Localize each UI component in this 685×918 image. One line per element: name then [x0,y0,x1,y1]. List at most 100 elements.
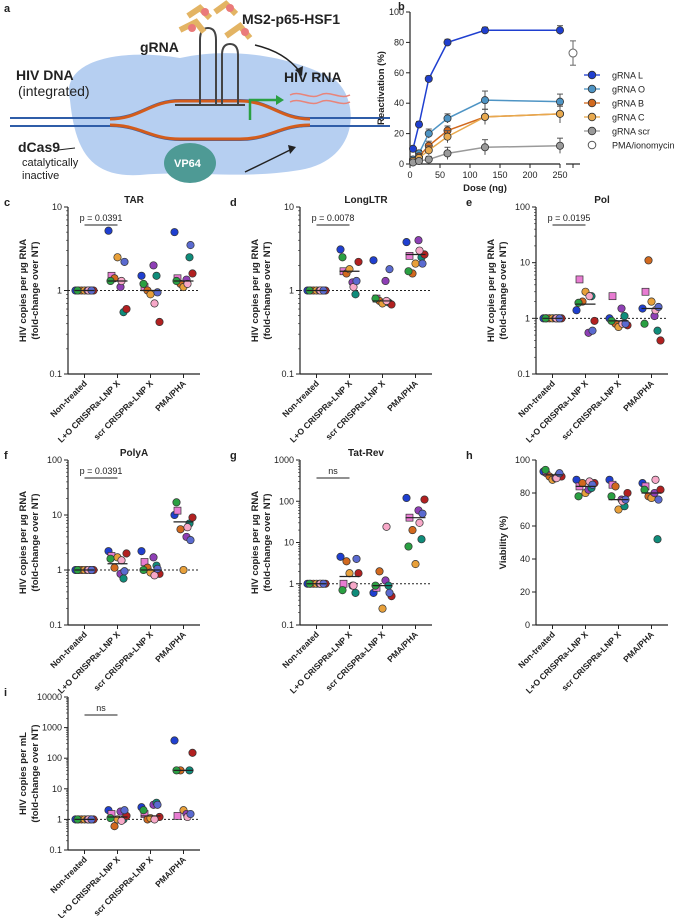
panel-a-letter: a [4,3,11,15]
x-tick-label: scr CRISPRa-LNP X [559,629,623,693]
data-point [150,299,159,308]
dcas9-label: dCas9 [18,139,60,155]
group-0 [303,579,330,588]
legend-marker [587,140,597,150]
data-point [345,569,354,578]
data-point [415,246,424,255]
y-axis-label-2: (fold-change over NT) [30,241,41,339]
data-point [556,97,565,106]
data-point [354,257,363,266]
data-point [644,256,653,265]
y-tick-label: 0.1 [49,620,62,630]
hiv-dna-label: HIV DNA [16,67,74,83]
group-1 [104,547,131,583]
ms2-arrow [254,44,301,73]
data-point [139,806,148,815]
data-point [641,287,650,296]
data-point [418,259,427,268]
y-tick-label: 10 [52,784,62,794]
y-axis-label: Reactivation (%) [376,51,387,125]
group-2 [369,256,396,309]
x-axis-label: Dose (ng) [463,183,507,194]
data-point [405,251,414,260]
y-tick-label: 1000 [274,455,294,465]
hiv-rna-strands [289,92,351,105]
data-point [179,565,188,575]
data-point [106,814,115,823]
data-point [556,141,565,150]
data-point [385,265,394,274]
panel-f-chart: f PolyA 0.1 1 10 100 HIV copies per µg RNA (fol… [4,448,200,696]
grna-label: gRNA [140,39,179,55]
data-point [404,542,413,551]
data-point [104,226,113,235]
x-tick-label: PMA/PHA [153,629,188,664]
y-tick-label: 60 [520,521,530,531]
data-point [188,748,197,757]
inactive-label: inactive [22,170,59,182]
data-point [122,549,131,558]
hiv-rna-label: HIV RNA [284,69,342,85]
y-tick-label: 20 [520,587,530,597]
data-point [351,588,360,597]
data-point [173,812,182,820]
data-point [654,495,663,504]
group-1 [336,552,363,597]
data-point [185,253,194,262]
legend-label-L: gRNA L [612,71,643,81]
panel-h-letter: h [466,450,473,462]
data-point [656,336,665,345]
data-point [150,571,159,580]
data-point [146,290,155,299]
group-3 [638,256,665,345]
data-point [653,535,662,544]
y-tick-label: 0 [525,620,530,630]
data-point [351,290,360,299]
grna-hairpin [175,26,245,106]
panel-b-letter: b [398,1,405,13]
data-point [120,567,129,576]
data-point [153,288,162,297]
significance-label: ns [96,703,106,713]
x-tick-label: 100 [462,170,477,180]
data-point [656,485,665,494]
y-tick-label: 0.1 [281,620,294,630]
panel-a-schematic: a VP64 MS2-p65-HSF1 gRNA HIV DNA (integr… [4,0,390,183]
dcas9-pointer [57,147,76,151]
data-point [106,554,115,563]
data-point [623,488,632,498]
data-point [617,304,626,313]
data-point [382,522,391,531]
data-point [153,800,162,809]
x-tick-label: 150 [492,170,507,180]
group-0 [303,286,330,295]
data-point [120,806,129,815]
y-axis-label: HIV copies per µg RNA [18,491,29,594]
data-point [402,238,411,247]
data-point [585,292,594,301]
group-3 [402,236,429,278]
y-tick-label: 0.1 [49,845,62,855]
x-tick-label: scr CRISPRa-LNP X [559,378,623,442]
data-point [122,304,131,314]
data-point [342,557,351,566]
y-tick-label: 1 [289,579,294,589]
data-point [556,26,565,35]
group-3 [402,493,429,569]
data-point [149,553,158,562]
data-point [653,326,662,335]
panel-title: PolyA [120,448,148,459]
data-point [578,479,587,488]
data-point [338,253,347,262]
data-point [575,275,584,284]
data-point [588,480,597,489]
data-point [402,493,411,503]
x-tick-label: scr CRISPRa-LNP X [91,854,155,918]
data-point [404,267,413,276]
data-point [176,525,185,534]
group-2 [605,292,632,332]
y-tick-label: 1 [525,313,530,323]
significance-label: p = 0.0391 [80,213,123,223]
